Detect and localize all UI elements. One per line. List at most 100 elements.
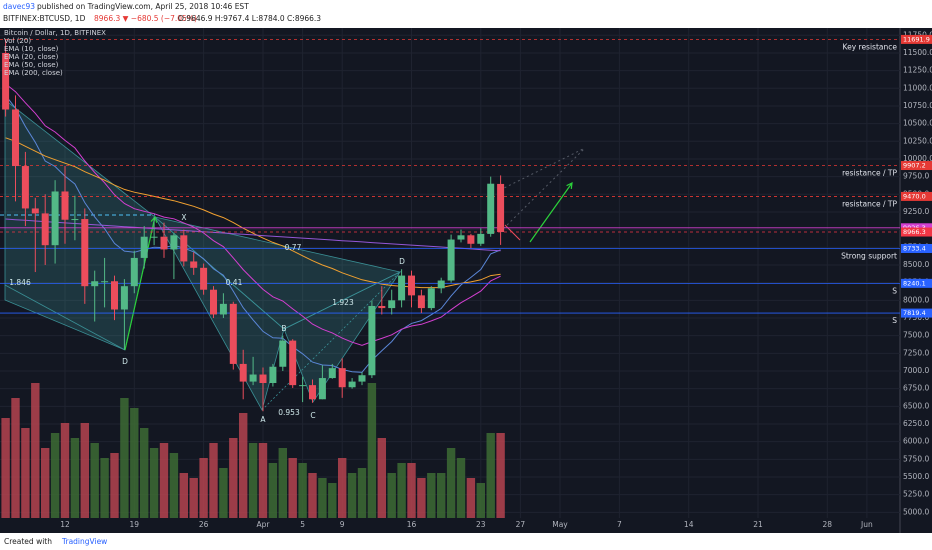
candle-body xyxy=(140,236,148,258)
candle-body xyxy=(457,235,465,240)
x-tick-label: 27 xyxy=(516,520,526,529)
volume-bar xyxy=(120,398,129,518)
volume-bar xyxy=(328,483,337,518)
x-tick-label: 5 xyxy=(300,520,305,529)
arrow-head xyxy=(150,215,158,223)
legend-entry: EMA (10, close) xyxy=(4,45,59,53)
price-label-bg xyxy=(901,161,932,171)
x-tick-label: 9 xyxy=(340,520,345,529)
candle-body xyxy=(31,208,39,214)
level-name: Key resistance xyxy=(843,42,898,51)
legend-entry: EMA (20, close) xyxy=(4,53,59,61)
volume-bar xyxy=(258,443,268,518)
candle-body xyxy=(71,219,79,221)
price-label-bg xyxy=(901,278,932,288)
candle-body xyxy=(239,363,247,382)
candle-body xyxy=(477,233,485,244)
volume-bar xyxy=(239,413,248,518)
candle-body xyxy=(190,261,198,268)
pattern-point: D xyxy=(122,357,128,366)
candle-body xyxy=(378,305,386,309)
header-band xyxy=(0,0,932,28)
volume-bar xyxy=(496,433,505,518)
price-label-bg xyxy=(901,308,932,318)
y-tick-label: 11500.0 xyxy=(903,48,932,57)
published: published on TradingView.com, April 25, … xyxy=(37,2,249,11)
volume-bar xyxy=(318,478,327,518)
candle-body xyxy=(91,281,99,287)
x-tick-label: 14 xyxy=(684,520,694,529)
volume-bar xyxy=(288,458,297,518)
volume-bar xyxy=(31,383,40,518)
y-tick-label: 11000.0 xyxy=(903,83,932,92)
price-label: 9907.2 xyxy=(903,162,926,170)
volume-bar xyxy=(437,473,446,518)
candle-body xyxy=(497,183,505,233)
volume-bar xyxy=(308,473,317,518)
ohlc: O:9646.9 H:9767.4 L:8784.0 C:8966.3 xyxy=(178,14,321,23)
candle-body xyxy=(427,288,435,309)
volume-bar xyxy=(476,483,485,518)
candle-body xyxy=(101,281,109,283)
y-tick-label: 9750.0 xyxy=(903,172,929,181)
x-tick-label: 23 xyxy=(476,520,486,529)
pattern-ratio: 1.923 xyxy=(332,298,354,307)
volume-bar xyxy=(229,438,238,518)
volume-bar xyxy=(466,478,476,518)
level-name: Strong support xyxy=(841,251,897,260)
y-tick-label: 10250.0 xyxy=(903,136,932,145)
candle-body xyxy=(180,235,188,262)
y-tick-label: 7250.0 xyxy=(903,348,929,357)
y-tick-label: 9250.0 xyxy=(903,207,929,216)
volume-bar xyxy=(100,458,109,518)
candle-body xyxy=(219,303,227,315)
candle-body xyxy=(348,381,356,388)
y-tick-label: 11250.0 xyxy=(903,66,932,75)
candle-body xyxy=(160,236,168,250)
x-tick-label: Apr xyxy=(257,520,271,529)
volume-bar xyxy=(446,448,456,518)
volume-bar xyxy=(11,398,20,518)
chart-title: Bitcoin / Dollar, 1D, BITFINEX xyxy=(4,29,106,37)
candle-body xyxy=(408,275,415,296)
x-tick-label: 21 xyxy=(753,520,763,529)
y-tick-label: 6750.0 xyxy=(903,384,929,393)
candle-body xyxy=(398,275,406,301)
candle-body xyxy=(467,235,475,244)
x-tick-label: 7 xyxy=(617,520,622,529)
y-tick-label: 7500.0 xyxy=(903,331,929,340)
candle-body xyxy=(417,295,425,309)
y-tick-label: 10750.0 xyxy=(903,101,932,110)
volume-bar xyxy=(357,468,367,518)
candle-body xyxy=(210,289,217,315)
price-label: 11691.9 xyxy=(903,35,930,43)
pattern-leg xyxy=(4,284,126,351)
candle-body xyxy=(41,213,49,246)
price-label: 8733.4 xyxy=(903,244,926,252)
symbol: BITFINEX:BTCUSD, 1D xyxy=(3,14,86,23)
candle-body xyxy=(51,191,59,246)
volume-bar xyxy=(407,463,416,518)
candle-body xyxy=(447,239,455,281)
y-tick-label: 5250.0 xyxy=(903,490,929,499)
volume-bar xyxy=(130,408,139,518)
pattern-point: D xyxy=(399,257,405,266)
volume-bar xyxy=(338,458,347,518)
volume-bar xyxy=(209,443,218,518)
volume-bar xyxy=(347,473,357,518)
footer-brand: TradingView xyxy=(61,537,107,546)
candle-body xyxy=(130,257,138,287)
x-tick-label: 19 xyxy=(130,520,140,529)
volume-bar xyxy=(199,458,208,518)
level-name: resistance / TP xyxy=(842,169,897,178)
y-tick-label: 7000.0 xyxy=(903,366,929,375)
y-tick-label: 8500.0 xyxy=(903,260,929,269)
candle-body xyxy=(309,385,316,400)
price-label: 9470.0 xyxy=(903,192,926,200)
y-tick-label: 11750.0 xyxy=(903,30,932,39)
candle-body xyxy=(318,378,326,400)
candle-body xyxy=(81,219,89,287)
volume-bar xyxy=(90,443,99,518)
y-tick-label: 6500.0 xyxy=(903,401,929,410)
price-label-bg xyxy=(901,34,932,44)
